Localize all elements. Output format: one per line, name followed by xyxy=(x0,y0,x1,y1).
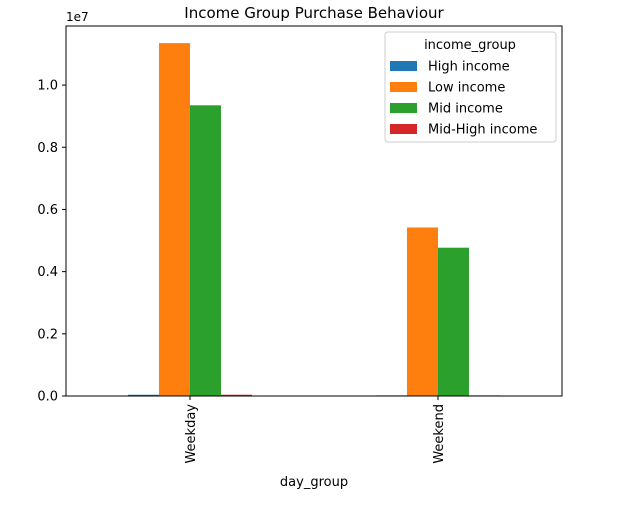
legend-title: income_group xyxy=(424,38,516,53)
bar-high-income-weekday xyxy=(128,394,159,396)
legend-label: High income xyxy=(428,60,510,75)
bar-low-income-weekday xyxy=(159,43,190,397)
y-tick-label: 0.2 xyxy=(37,327,58,342)
bar-mid-high-income-weekday xyxy=(221,394,252,396)
bar-mid-income-weekday xyxy=(190,105,221,397)
legend-swatch xyxy=(390,61,417,71)
x-tick-label: Weekend xyxy=(432,404,447,464)
bar-mid-income-weekend xyxy=(438,247,469,396)
chart-title: Income Group Purchase Behaviour xyxy=(184,4,444,22)
legend-swatch xyxy=(390,82,417,92)
legend-swatch xyxy=(390,103,417,113)
y-axis: 0.0 0.2 0.4 0.6 0.8 1.0 xyxy=(37,79,66,405)
bars-layer xyxy=(128,43,500,397)
y-tick-label: 0.4 xyxy=(37,265,58,280)
y-tick-label: 0.6 xyxy=(37,203,58,218)
legend-label: Mid-High income xyxy=(428,123,537,138)
x-axis-label: day_group xyxy=(280,475,348,490)
legend-label: Mid income xyxy=(428,102,503,117)
legend-box xyxy=(384,31,557,143)
legend-label: Low income xyxy=(428,81,505,96)
bar-low-income-weekend xyxy=(407,227,438,396)
plot-frame xyxy=(65,25,563,397)
y-tick-label: 1.0 xyxy=(37,79,58,94)
x-axis: Weekday Weekend xyxy=(184,396,447,464)
x-tick-label: Weekday xyxy=(184,404,199,464)
y-offset-label: 1e7 xyxy=(66,10,89,24)
legend: income_group High income Low income Mid in… xyxy=(384,31,557,143)
y-tick-label: 0.0 xyxy=(37,390,58,405)
legend-swatch xyxy=(390,124,417,134)
y-tick-label: 0.8 xyxy=(37,141,58,156)
